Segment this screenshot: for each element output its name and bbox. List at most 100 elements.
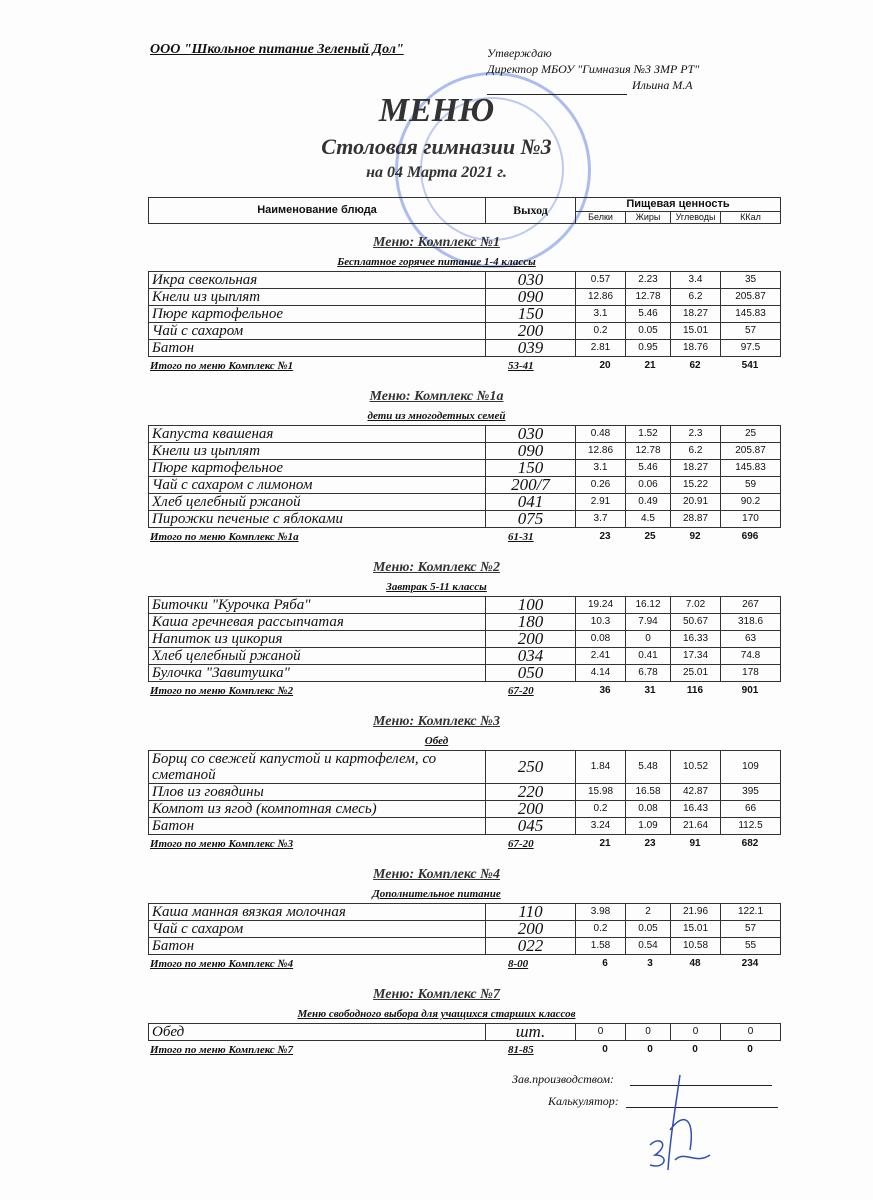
section-title: Меню: Комплекс №1 bbox=[373, 235, 500, 250]
kcal: 170 bbox=[720, 510, 781, 528]
handwritten-signature bbox=[649, 1074, 711, 1171]
total-kcal: 901 bbox=[741, 685, 759, 696]
carbs: 15.01 bbox=[670, 322, 721, 340]
fats: 0 bbox=[625, 1023, 671, 1041]
fats: 0.05 bbox=[625, 322, 671, 340]
total-fats: 31 bbox=[644, 685, 656, 696]
proteins: 0.2 bbox=[575, 322, 626, 340]
header-output: Выход bbox=[485, 197, 576, 224]
total-carbs: 91 bbox=[689, 838, 701, 849]
kcal: 122.1 bbox=[720, 903, 781, 921]
dish-output: 200 bbox=[485, 322, 576, 340]
total-row: Итого по меню Комплекс №7 81-85 0 0 0 0 bbox=[148, 1043, 780, 1058]
table-row: Кнели из цыплят 090 12.86 12.78 6.2 205.87 bbox=[148, 288, 781, 306]
proteins: 3.98 bbox=[575, 903, 626, 921]
total-carbs: 48 bbox=[689, 958, 701, 969]
menu-table: Капуста квашеная 030 0.48 1.52 2.3 25 Кнели из… bbox=[148, 425, 781, 528]
fats: 7.94 bbox=[625, 613, 671, 631]
dish-output: 045 bbox=[485, 817, 576, 835]
table-row: Батон 039 2.81 0.95 18.76 97.5 bbox=[148, 339, 781, 357]
kcal: 74.8 bbox=[720, 647, 781, 665]
total-carbs: 92 bbox=[689, 531, 701, 542]
section-subtitle: Меню свободного выбора для учащихся стар… bbox=[297, 1008, 576, 1020]
dish-name: Чай с сахаром bbox=[148, 322, 486, 340]
fats: 0.08 bbox=[625, 800, 671, 818]
proteins: 1.84 bbox=[575, 750, 626, 784]
total-proteins: 0 bbox=[602, 1044, 608, 1055]
proteins: 0.2 bbox=[575, 800, 626, 818]
table-row: Батон 022 1.58 0.54 10.58 55 bbox=[148, 937, 781, 955]
table-row: Булочка "Завитушка" 050 4.14 6.78 25.01 178 bbox=[148, 664, 781, 682]
director: Директор МБОУ "Гимназия №3 ЗМР РТ" bbox=[487, 62, 700, 76]
proteins: 0.08 bbox=[575, 630, 626, 648]
fats: 0.41 bbox=[625, 647, 671, 665]
dish-name: Плов из говядины bbox=[148, 783, 486, 801]
total-row: Итого по меню Комплекс №3 67-20 21 23 91 682 bbox=[148, 837, 780, 852]
dish-output: 050 bbox=[485, 664, 576, 682]
carbs: 7.02 bbox=[670, 596, 721, 614]
kcal: 35 bbox=[720, 271, 781, 289]
page-subtitle: Столовая гимназии №3 bbox=[321, 134, 552, 159]
table-row: Чай с сахаром 200 0.2 0.05 15.01 57 bbox=[148, 322, 781, 340]
carbs: 18.27 bbox=[670, 459, 721, 477]
dish-output: 034 bbox=[485, 647, 576, 665]
dish-name: Хлеб целебный ржаной bbox=[148, 493, 486, 511]
dish-output: 150 bbox=[485, 305, 576, 323]
table-row: Чай с сахаром с лимоном 200/7 0.26 0.06 15.2… bbox=[148, 476, 781, 494]
kcal: 109 bbox=[720, 750, 781, 784]
total-fats: 23 bbox=[644, 838, 656, 849]
dish-output: 090 bbox=[485, 442, 576, 460]
menu-section: Меню: Комплекс №2 Завтрак 5-11 классы Бито… bbox=[0, 559, 873, 699]
carbs: 6.2 bbox=[670, 442, 721, 460]
fats: 0.05 bbox=[625, 920, 671, 938]
fats: 4.5 bbox=[625, 510, 671, 528]
total-kcal: 234 bbox=[741, 958, 759, 969]
section-title: Меню: Комплекс №4 bbox=[373, 867, 500, 882]
fats: 16.12 bbox=[625, 596, 671, 614]
proteins: 2.41 bbox=[575, 647, 626, 665]
carbs: 17.34 bbox=[670, 647, 721, 665]
proteins: 4.14 bbox=[575, 664, 626, 682]
fats: 0.49 bbox=[625, 493, 671, 511]
dish-output: 220 bbox=[485, 783, 576, 801]
table-row: Напиток из цикория 200 0.08 0 16.33 63 bbox=[148, 630, 781, 648]
dish-output: 090 bbox=[485, 288, 576, 306]
proteins: 0.57 bbox=[575, 271, 626, 289]
kcal: 55 bbox=[720, 937, 781, 955]
menu-section: Меню: Комплекс №3 Обед Борщ со свежей капу… bbox=[0, 713, 873, 852]
total-row: Итого по меню Комплекс №4 8-00 6 3 48 234 bbox=[148, 957, 780, 972]
fats: 1.09 bbox=[625, 817, 671, 835]
total-code: 67-20 bbox=[508, 838, 534, 850]
carbs: 18.27 bbox=[670, 305, 721, 323]
kcal: 395 bbox=[720, 783, 781, 801]
section-title: Меню: Комплекс №1а bbox=[369, 389, 504, 404]
menu-table: Борщ со свежей капустой и картофелем, со… bbox=[148, 750, 781, 835]
table-row: Хлеб целебный ржаной 034 2.41 0.41 17.34 74.8 bbox=[148, 647, 781, 665]
kcal: 25 bbox=[720, 425, 781, 443]
menu-section: Меню: Комплекс №4 Дополнительное питание К… bbox=[0, 866, 873, 972]
calculator-signature-line bbox=[626, 1107, 778, 1108]
proteins: 12.86 bbox=[575, 442, 626, 460]
carbs: 18.76 bbox=[670, 339, 721, 357]
dish-name: Чай с сахаром с лимоном bbox=[148, 476, 486, 494]
total-label: Итого по меню Комплекс №4 bbox=[150, 958, 294, 970]
total-carbs: 116 bbox=[686, 685, 704, 696]
carbs: 2.3 bbox=[670, 425, 721, 443]
dish-output: 200 bbox=[485, 800, 576, 818]
stamp bbox=[395, 72, 591, 268]
total-proteins: 21 bbox=[599, 838, 611, 849]
dish-output: 250 bbox=[485, 750, 576, 784]
table-row: Пюре картофельное 150 3.1 5.46 18.27 145.83 bbox=[148, 305, 781, 323]
dish-output: шт. bbox=[485, 1023, 576, 1041]
total-fats: 25 bbox=[644, 531, 656, 542]
carbs: 10.58 bbox=[670, 937, 721, 955]
dish-output: 200 bbox=[485, 630, 576, 648]
carbs: 10.52 bbox=[670, 750, 721, 784]
dish-name: Пирожки печеные с яблоками bbox=[148, 510, 486, 528]
dish-output: 200 bbox=[485, 920, 576, 938]
total-kcal: 696 bbox=[741, 531, 759, 542]
kcal: 57 bbox=[720, 322, 781, 340]
kcal: 97.5 bbox=[720, 339, 781, 357]
carbs: 20.91 bbox=[670, 493, 721, 511]
proteins: 15.98 bbox=[575, 783, 626, 801]
